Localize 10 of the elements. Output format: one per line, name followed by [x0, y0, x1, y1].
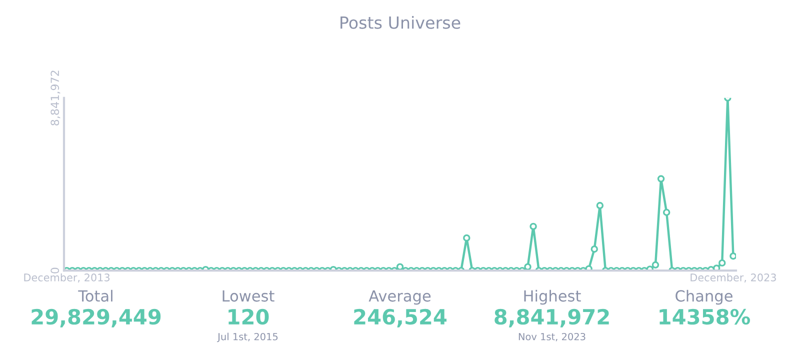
text: Total 29,829,449 — [32, 290, 161, 328]
text: Highest 8,841,972 Nov 1st, 2023 — [494, 290, 609, 342]
x-tick-label: December, 2023 — [690, 273, 776, 282]
x-tick-label: December, 2013 — [24, 273, 110, 282]
chart-title: Posts Universe — [340, 16, 460, 29]
y-tick-label: 8,841,972 — [50, 70, 60, 126]
text: Average 246,524 — [354, 290, 446, 328]
text: Lowest 120 Jul 1st, 2015 — [217, 290, 278, 342]
y-tick-label: 0 — [50, 268, 60, 274]
text: Change 14358% — [660, 290, 750, 325]
